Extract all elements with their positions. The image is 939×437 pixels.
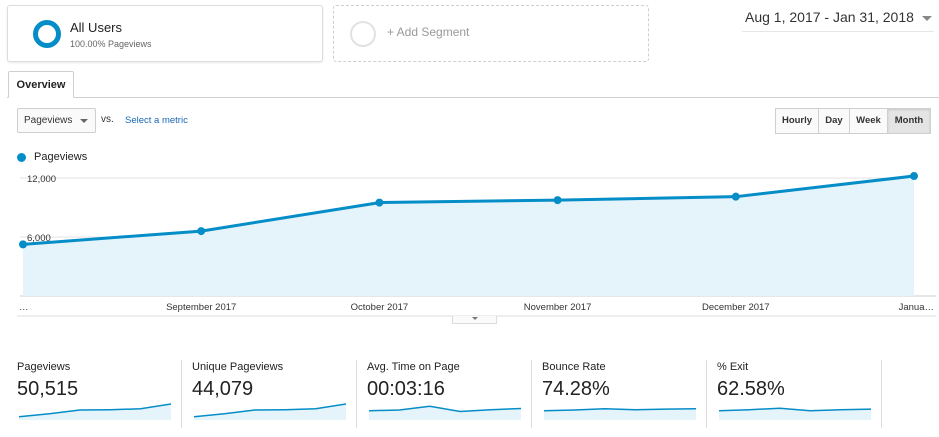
- scorecard-title: Bounce Rate: [542, 361, 606, 373]
- y-tick-label: 6,000: [27, 233, 51, 244]
- scorecard-divider: [181, 360, 182, 428]
- data-point[interactable]: [553, 196, 562, 205]
- sparkline-line: [544, 408, 696, 412]
- empty-segment-circle-icon: [350, 21, 376, 47]
- sparkline-line: [369, 405, 521, 413]
- pageviews-chart: 6,000 12,000 … September 2017 October 2017 N…: [17, 172, 936, 317]
- tab-overview[interactable]: Overview: [8, 71, 74, 98]
- sparkline-area: [719, 408, 871, 420]
- x-tick-label: September 2017: [166, 302, 236, 313]
- chevron-down-icon: [922, 16, 932, 21]
- scorecard-title: Unique Pageviews: [192, 361, 284, 373]
- x-tick-label: October 2017: [351, 302, 409, 313]
- x-tick-label: December 2017: [702, 302, 770, 313]
- x-tick-label: …: [19, 302, 29, 313]
- scorecard-title: Avg. Time on Page: [367, 361, 460, 373]
- month-button[interactable]: Month: [887, 108, 931, 134]
- scorecard-sparkline: [19, 403, 171, 420]
- vs-label: vs.: [101, 114, 114, 125]
- legend-pageviews: Pageviews: [34, 151, 88, 163]
- scorecard-title: Pageviews: [17, 361, 71, 373]
- tab-divider: [7, 97, 939, 98]
- scorecard-sparkline: [369, 405, 521, 420]
- data-point[interactable]: [731, 192, 740, 201]
- chart-expand-handle[interactable]: [452, 316, 497, 324]
- sparkline-area: [19, 404, 171, 420]
- scorecard-unique-pageviews[interactable]: Unique Pageviews 44,079: [182, 358, 357, 430]
- sparkline-area: [544, 408, 696, 420]
- sparkline-line: [19, 403, 171, 418]
- scorecard-title: % Exit: [717, 361, 749, 373]
- scorecard-pageviews[interactable]: Pageviews 50,515: [7, 358, 182, 430]
- legend-dot: [17, 153, 26, 162]
- scorecard-bounce-rate[interactable]: Bounce Rate 74.28%: [532, 358, 707, 430]
- date-range-label: Aug 1, 2017 - Jan 31, 2018: [745, 9, 914, 25]
- day-button[interactable]: Day: [818, 108, 850, 134]
- data-point[interactable]: [197, 227, 206, 236]
- scorecard-divider: [356, 360, 357, 428]
- interval-toggle: Hourly Day Week Month: [775, 108, 931, 134]
- segment-subtitle: 100.00% Pageviews: [70, 39, 152, 49]
- x-tick-label: November 2017: [524, 302, 592, 313]
- scorecard-sparkline: [544, 408, 696, 420]
- sparkline-line: [719, 407, 871, 412]
- scorecard-value: 62.58%: [717, 378, 785, 400]
- scorecard-divider: [531, 360, 532, 428]
- scorecard-exit-rate[interactable]: % Exit 62.58%: [707, 358, 882, 430]
- x-tick-label: Janua…: [899, 302, 934, 313]
- scorecard-value: 44,079: [192, 378, 254, 400]
- pageviews-area: [23, 176, 914, 296]
- data-point[interactable]: [19, 240, 27, 249]
- select-metric-link[interactable]: Select a metric: [125, 115, 188, 126]
- scorecard-value: 50,515: [17, 378, 79, 400]
- segment-card-all-users[interactable]: All Users 100.00% Pageviews: [7, 5, 323, 62]
- chevron-down-icon: [80, 119, 88, 123]
- scorecards: Pageviews 50,515 Unique Pageviews 44,079…: [7, 358, 915, 430]
- scorecard-sparkline: [194, 403, 346, 420]
- primary-metric-value: Pageviews: [24, 115, 73, 126]
- scorecard-divider: [881, 360, 882, 428]
- data-point[interactable]: [375, 198, 384, 207]
- pageviews-line: [22, 174, 915, 246]
- date-range-picker[interactable]: Aug 1, 2017 - Jan 31, 2018: [742, 8, 934, 32]
- add-segment-button[interactable]: + Add Segment: [333, 5, 649, 62]
- primary-metric-dropdown[interactable]: Pageviews: [17, 108, 96, 133]
- sparkline-area: [194, 404, 346, 420]
- add-segment-label: + Add Segment: [387, 25, 470, 39]
- segment-name: All Users: [70, 20, 123, 35]
- scorecard-divider: [706, 360, 707, 428]
- hourly-button[interactable]: Hourly: [775, 108, 819, 134]
- scorecard-value: 74.28%: [542, 378, 610, 400]
- week-button[interactable]: Week: [849, 108, 888, 134]
- y-tick-label: 12,000: [27, 174, 56, 185]
- segment-donut-icon: [33, 20, 61, 48]
- scorecard-sparkline: [719, 407, 871, 420]
- data-point[interactable]: [910, 172, 918, 181]
- scorecard-value: 00:03:16: [367, 378, 445, 400]
- chevron-down-icon: [472, 317, 478, 320]
- scorecard-avg-time-on-page[interactable]: Avg. Time on Page 00:03:16: [357, 358, 532, 430]
- sparkline-line: [194, 403, 346, 418]
